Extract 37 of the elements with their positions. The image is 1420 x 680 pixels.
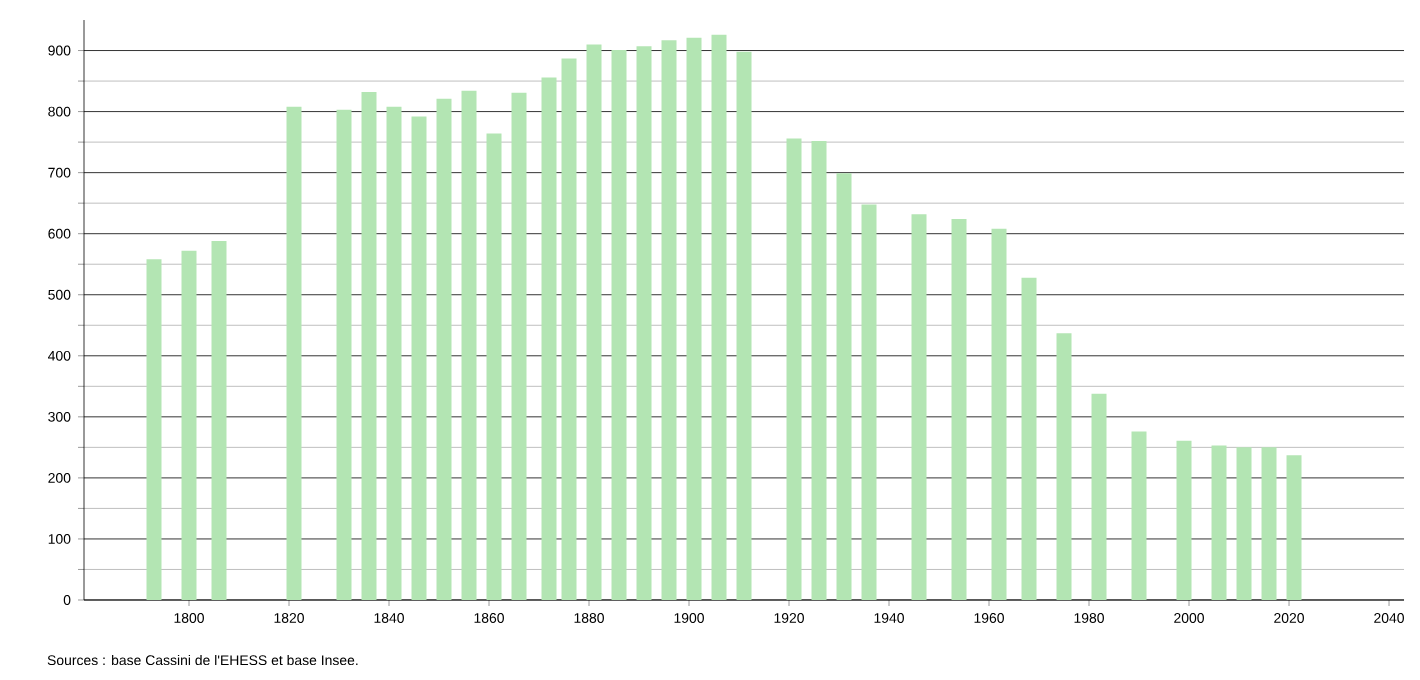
bar (736, 51, 752, 600)
bar (1091, 393, 1107, 600)
bar (211, 241, 227, 600)
bar (461, 90, 477, 600)
bar (286, 106, 302, 600)
bar (586, 44, 602, 600)
bar (636, 46, 652, 600)
bar (836, 173, 852, 600)
bar (951, 219, 967, 600)
bar (436, 98, 452, 600)
bar (1056, 333, 1072, 600)
bar (336, 109, 352, 600)
bar (1021, 277, 1037, 600)
bar (1286, 455, 1302, 600)
bar (361, 92, 377, 600)
bar (181, 250, 197, 600)
bar (541, 77, 557, 600)
bar (1236, 447, 1252, 600)
bar (861, 204, 877, 600)
bar (911, 214, 927, 600)
bar (1261, 447, 1277, 600)
bar (561, 58, 577, 600)
bar (786, 138, 802, 600)
bar (146, 259, 162, 600)
bar (511, 92, 527, 600)
bar (686, 37, 702, 600)
bar (991, 228, 1007, 600)
bar (486, 133, 502, 600)
bar (411, 116, 427, 600)
bar (711, 34, 727, 600)
bar (1211, 445, 1227, 600)
bar (611, 49, 627, 600)
bar (1176, 440, 1192, 600)
bar (661, 40, 677, 600)
bar (811, 140, 827, 600)
bar (1131, 431, 1147, 600)
bar (386, 106, 402, 600)
